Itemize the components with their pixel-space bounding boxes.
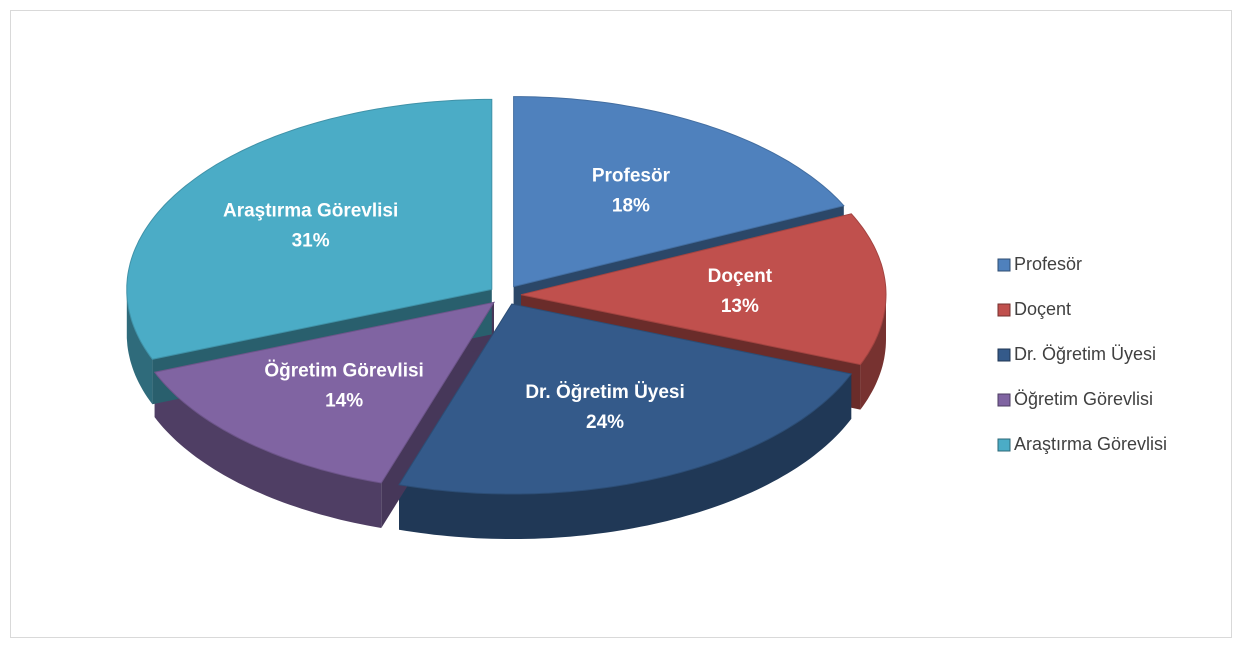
data-label-name: Doçent [708, 266, 773, 287]
slice [153, 301, 496, 484]
legend-label: Dr. Öğretim Üyesi [1014, 344, 1156, 364]
data-label: 31% [292, 230, 330, 251]
legend-label: Araştırma Görevlisi [1014, 434, 1167, 454]
data-label-name: Araştırma Görevlisi [223, 200, 398, 221]
legend-label: Profesör [1014, 254, 1082, 274]
data-label-name: Profesör [592, 165, 671, 186]
slice [513, 96, 845, 288]
slice-side [154, 372, 382, 528]
legend-swatch [997, 303, 1011, 317]
data-label: 18% [612, 195, 650, 216]
slice-side [126, 289, 153, 405]
data-label: 13% [721, 296, 759, 317]
slice-side [399, 374, 852, 539]
legend-swatch [997, 348, 1011, 362]
data-label: 14% [325, 390, 363, 411]
legend-label: Öğretim Görevlisi [1014, 389, 1153, 409]
slice [398, 303, 853, 495]
data-label: 24% [586, 412, 624, 433]
legend-label: Doçent [1014, 299, 1071, 319]
slice-tops [126, 96, 887, 495]
legend-swatch [997, 393, 1011, 407]
slice-side [860, 294, 886, 410]
slice [520, 213, 887, 366]
legend-swatch [997, 258, 1011, 272]
legend-swatch [997, 438, 1011, 452]
slice [126, 98, 493, 360]
data-label-name: Dr. Öğretim Üyesi [525, 382, 684, 403]
data-label-name: Öğretim Görevlisi [264, 360, 423, 381]
